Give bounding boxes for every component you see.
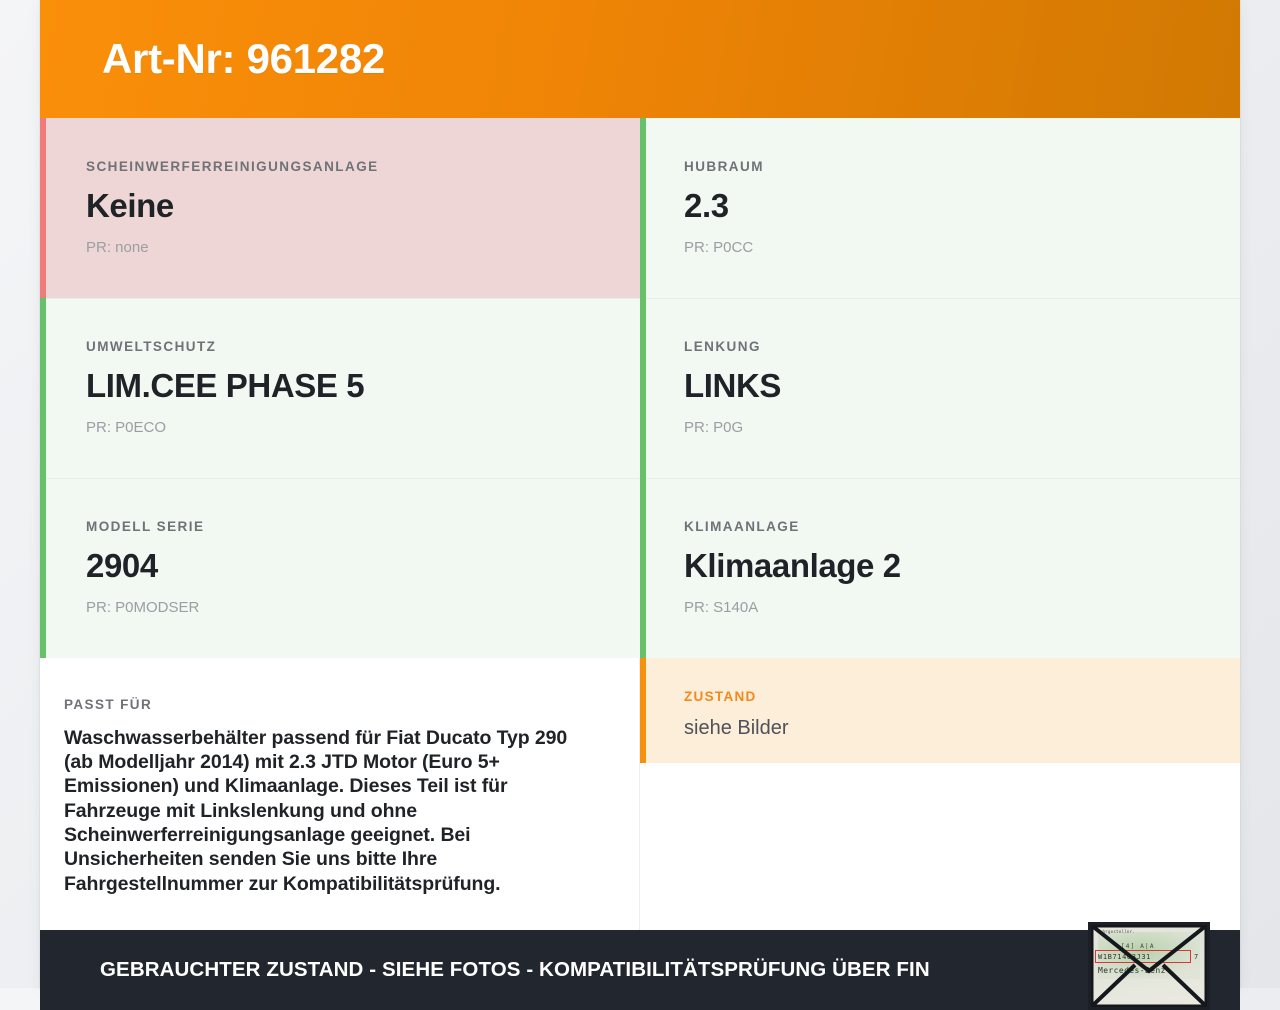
spec-pr-code: PR: S140A [684,599,759,617]
envelope-icon [1091,925,1207,1008]
spec-label: KLIMAANLAGE [684,519,800,534]
vin-caption: Fahrgestellnr. [1097,929,1136,935]
vin-document-thumbnail[interactable]: Fahrgestellnr. [4] A|A W1B71463J31 7 Mer… [1088,922,1210,1010]
spec-label: UMWELTSCHUTZ [86,339,217,354]
status-bar-green [640,478,646,658]
spec-pr-code: PR: P0G [684,419,744,437]
status-bar-orange [640,658,646,763]
status-bar-green [40,478,46,658]
condition-value: siehe Bilder [684,716,789,739]
footer-note: GEBRAUCHTER ZUSTAND - SIEHE FOTOS - KOMP… [100,958,930,982]
spec-label: SCHEINWERFERREINIGUNGSANLAGE [86,159,379,174]
spec-pr-code: PR: P0ECO [86,419,167,437]
spec-card-hubraum: HUBRAUM 2.3 PR: P0CC [640,118,1240,298]
spec-pr-code: PR: none [86,239,149,257]
spec-card-klimaanlage: KLIMAANLAGE Klimaanlage 2 PR: S140A [640,478,1240,658]
spec-card-umweltschutz: UMWELTSCHUTZ LIM.CEE PHASE 5 PR: P0ECO [40,298,640,478]
condition-column: ZUSTAND siehe Bilder [640,658,1240,931]
spec-card-modell-serie: MODELL SERIE 2904 PR: P0MODSER [40,478,640,658]
vin-highlight-box [1095,950,1191,964]
spec-value: 2904 [86,546,158,584]
empty-space [640,763,1240,931]
vin-photo: Fahrgestellnr. [4] A|A W1B71463J31 7 Mer… [1091,925,1207,1008]
spec-label: LENKUNG [684,339,761,354]
vin-row-text: [4] A|A [1121,943,1155,951]
page-title: Art-Nr: 961282 [102,35,385,82]
status-bar-green [640,298,646,478]
fitment-label: PASST FÜR [64,697,153,712]
spec-pr-code: PR: P0CC [684,239,754,257]
spec-label: MODELL SERIE [86,519,205,534]
header-banner: Art-Nr: 961282 [40,0,1240,118]
fitment-card: PASST FÜR Waschwasserbehälter passend fü… [40,658,640,931]
vin-number-suffix: 7 [1194,953,1199,962]
spec-grid: SCHEINWERFERREINIGUNGSANLAGE Keine PR: n… [40,118,1240,931]
spec-sheet: Art-Nr: 961282 SCHEINWERFERREINIGUNGSANL… [40,0,1240,1010]
spec-value: LINKS [684,366,782,404]
column-divider [639,658,640,931]
footer-banner: GEBRAUCHTER ZUSTAND - SIEHE FOTOS - KOMP… [40,922,1240,1010]
status-bar-green [640,118,646,298]
condition-card: ZUSTAND siehe Bilder [640,658,1240,763]
spec-label: HUBRAUM [684,159,764,174]
vin-number: W1B71463J31 [1098,953,1151,962]
spec-card-lenkung: LENKUNG LINKS PR: P0G [640,298,1240,478]
spec-value: Klimaanlage 2 [684,546,901,584]
spec-value: 2.3 [684,186,729,224]
spec-value: Keine [86,186,174,224]
condition-label: ZUSTAND [684,689,757,704]
spec-value: LIM.CEE PHASE 5 [86,366,365,404]
spec-card-scheinwerferreinigungsanlage: SCHEINWERFERREINIGUNGSANLAGE Keine PR: n… [40,118,640,298]
status-bar-red [40,118,46,298]
status-bar-green [40,298,46,478]
fitment-description: Waschwasserbehälter passend für Fiat Duc… [64,726,568,895]
spec-pr-code: PR: P0MODSER [86,599,200,617]
